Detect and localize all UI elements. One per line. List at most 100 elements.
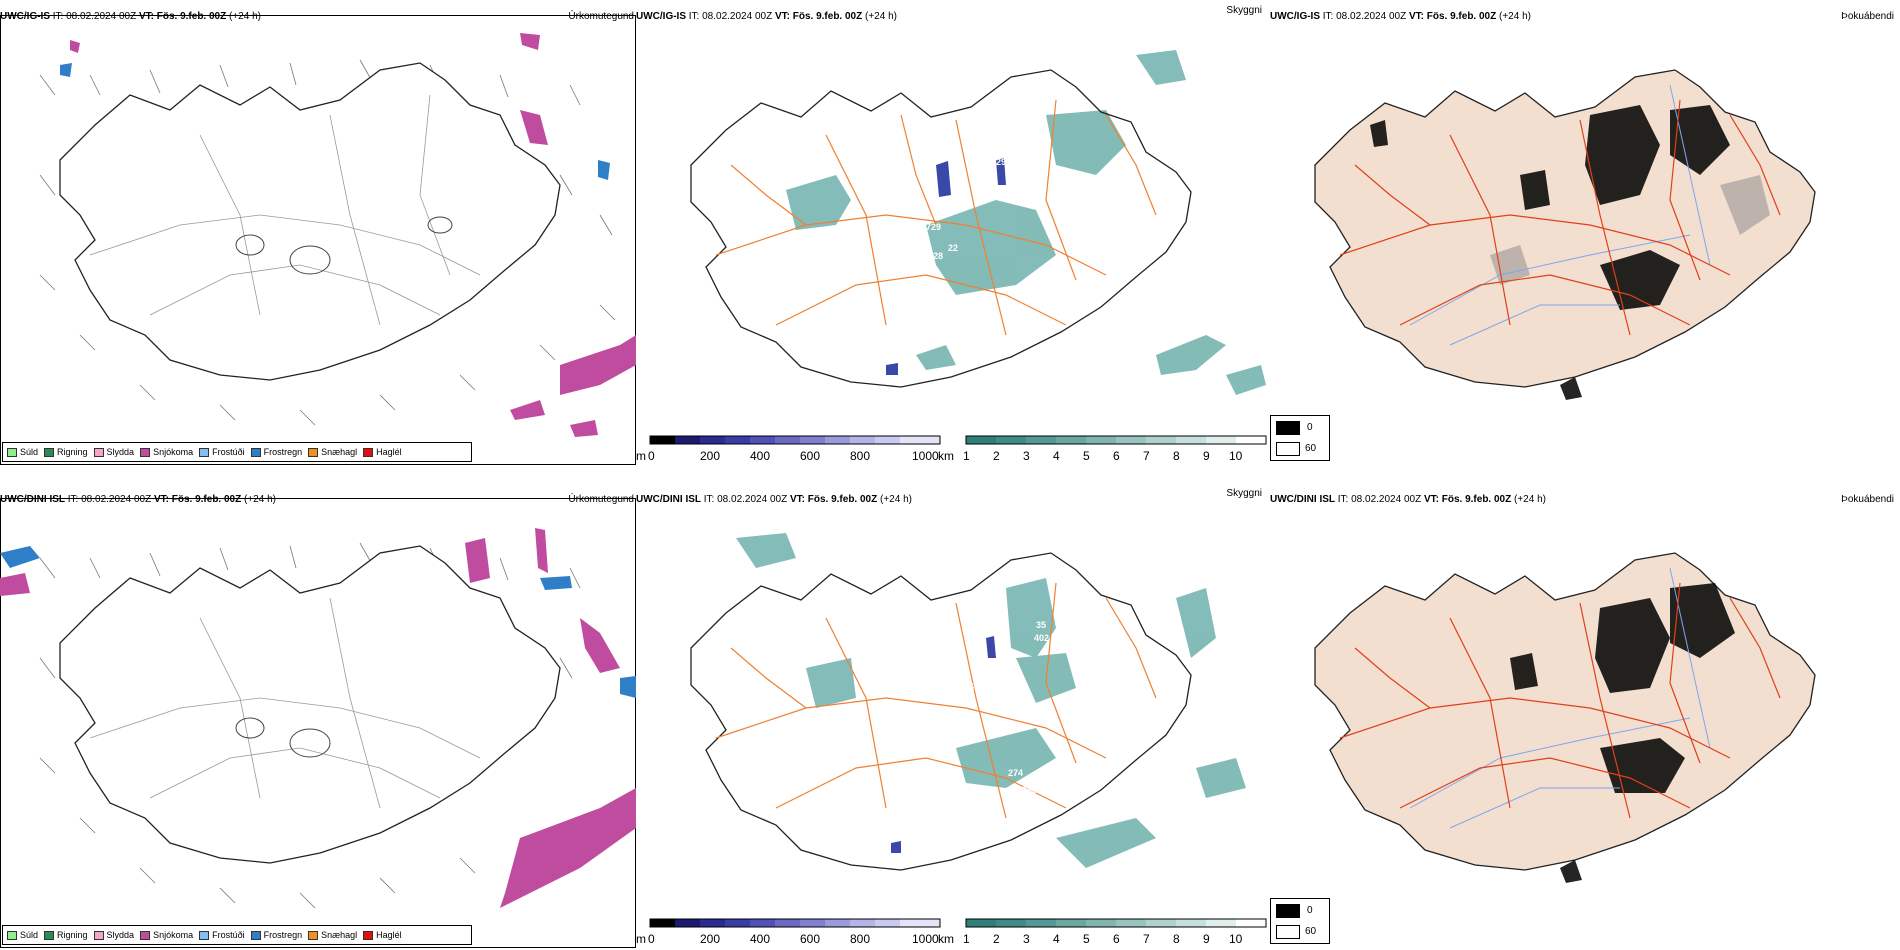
legend-item: Rigning	[44, 930, 88, 940]
legend-label: Rigning	[57, 447, 88, 457]
legend-item: Snæhagl	[308, 930, 357, 940]
road-network	[1339, 582, 1781, 819]
visibility-m-scale: m 0 200 400 600 800 1000	[636, 918, 946, 948]
visibility-map: 359 65 702 402 35 21 274 968 12	[690, 533, 1246, 871]
legend-swatch	[199, 447, 210, 457]
vis-label: 464	[942, 195, 957, 205]
vt-value: Fös. 9.feb. 00Z	[1426, 11, 1497, 22]
product-name: Úrkomutegund	[568, 11, 634, 22]
vt-value: Fös. 9.feb. 00Z	[1441, 494, 1512, 505]
fog-index-panel-row2: UWC/DINI ISL IT: 08.02.2024 00Z VT: Fös.…	[1270, 493, 1900, 948]
km-scale-bar	[965, 435, 1267, 445]
precip-map	[39, 33, 636, 437]
legend-label: Frostúði	[212, 447, 245, 457]
road-network	[715, 582, 1157, 819]
fog-swatch-light	[1276, 442, 1300, 456]
panel-header: UWC/IG-IS IT: 08.02.2024 00Z VT: Fös. 9.…	[636, 5, 1270, 26]
legend-item: Haglél	[363, 930, 402, 940]
panel-header: UWC/DINI ISL IT: 08.02.2024 00Z VT: Fös.…	[1270, 493, 1900, 509]
legend-item: Súld	[7, 447, 38, 457]
km-tick: 6	[1113, 932, 1120, 946]
km-tick: 8	[1173, 449, 1180, 463]
km-tick: 7	[1143, 449, 1150, 463]
lead-time: (+24 h)	[880, 494, 912, 505]
fog-cloud-areas	[786, 50, 1266, 395]
model-name: UWC/IG-IS	[0, 11, 50, 22]
vis-label: 359	[964, 682, 979, 692]
m-tick: 400	[750, 449, 771, 463]
legend-label: Slydda	[106, 930, 135, 940]
map-frame	[0, 498, 636, 948]
lead-time: (+24 h)	[865, 11, 897, 22]
it-label: IT:	[703, 494, 715, 505]
visibility-map: 729 464 22 728 2966 77 605 854 39	[690, 50, 1266, 395]
precip-type-panel-row1: UWC/IG-IS IT: 08.02.2024 00Z VT: Fös. 9.…	[0, 10, 636, 465]
vis-label: 274	[1008, 768, 1023, 778]
legend-swatch	[140, 930, 151, 940]
km-tick: 8	[1173, 932, 1180, 946]
legend-swatch	[308, 447, 319, 457]
it-label: IT:	[688, 11, 700, 22]
legend-item: Snjókoma	[140, 930, 193, 940]
fog-swatch-light	[1276, 925, 1300, 939]
legend-label: Snjókoma	[153, 930, 194, 940]
legend-swatch	[7, 930, 17, 940]
legend-label: Súld	[20, 930, 39, 940]
legend-label: Frostregn	[263, 447, 303, 457]
road-network	[1339, 99, 1781, 336]
legend-swatch	[93, 930, 104, 940]
m-scale-unit: m	[636, 449, 646, 463]
model-name: UWC/DINI ISL	[636, 494, 701, 505]
km-tick: 10	[1229, 449, 1243, 463]
km-tick: 1	[963, 449, 970, 463]
fog-legend-label: 0	[1307, 422, 1313, 433]
legend-item: Frostregn	[250, 447, 303, 457]
it-value: 08.02.2024 00Z	[81, 494, 152, 505]
it-label: IT:	[67, 494, 79, 505]
legend-item: Snjókoma	[140, 447, 193, 457]
legend-label: Súld	[20, 447, 39, 457]
legend-swatch	[140, 447, 151, 457]
it-label: IT:	[1337, 494, 1349, 505]
fog-legend-label: 60	[1305, 926, 1317, 937]
legend-swatch	[250, 930, 261, 940]
m-tick: 200	[700, 449, 721, 463]
fog-index-legend: 0 60	[1270, 898, 1330, 944]
legend-swatch	[7, 447, 17, 457]
lead-time: (+24 h)	[1514, 494, 1546, 505]
panel-header: UWC/DINI ISL IT: 08.02.2024 00Z VT: Fös.…	[0, 493, 636, 509]
visibility-km-scale: km 1 2 3 4 5 6 7 8 9 10	[938, 918, 1268, 948]
fog-legend-label: 0	[1307, 905, 1313, 916]
km-tick: 9	[1203, 932, 1210, 946]
m-tick: 0	[648, 449, 655, 463]
precip-frostregn-areas	[0, 546, 636, 698]
legend-swatch	[250, 447, 261, 457]
legend-label: Snæhagl	[321, 930, 358, 940]
legend-swatch	[93, 447, 104, 457]
visibility-panel-row2: UWC/DINI ISL IT: 08.02.2024 00Z VT: Fös.…	[636, 488, 1330, 948]
km-scale-unit: km	[938, 449, 954, 463]
m-tick: 1000	[912, 932, 939, 946]
precip-snow-areas	[0, 528, 636, 908]
it-value: 08.02.2024 00Z	[1336, 11, 1407, 22]
panel-header: UWC/IG-IS IT: 08.02.2024 00Z VT: Fös. 9.…	[0, 10, 636, 26]
product-name: Úrkomutegund	[568, 494, 634, 505]
vt-value: Fös. 9.feb. 00Z	[807, 494, 878, 505]
low-visibility-areas	[886, 158, 1006, 375]
legend-item: Frostregn	[250, 930, 302, 940]
map-frame	[0, 15, 636, 465]
legend-label: Frostúði	[212, 930, 245, 940]
fog-index-legend: 0 60	[1270, 415, 1330, 461]
legend-item: Frostúði	[199, 930, 245, 940]
precip-type-panel-row2: UWC/DINI ISL IT: 08.02.2024 00Z VT: Fös.…	[0, 493, 636, 948]
product-name: Þokuábendi	[1841, 494, 1894, 505]
vis-label: 402	[1034, 633, 1049, 643]
vis-label: 728	[928, 251, 943, 261]
km-tick: 2	[993, 449, 1000, 463]
m-scale-unit: m	[636, 932, 646, 946]
fog-cloud-areas	[736, 533, 1246, 868]
vis-label: 605	[1106, 187, 1121, 197]
panel-header: UWC/DINI ISL IT: 08.02.2024 00Z VT: Fös.…	[636, 488, 1270, 509]
legend-swatch	[44, 447, 55, 457]
m-tick: 400	[750, 932, 771, 946]
